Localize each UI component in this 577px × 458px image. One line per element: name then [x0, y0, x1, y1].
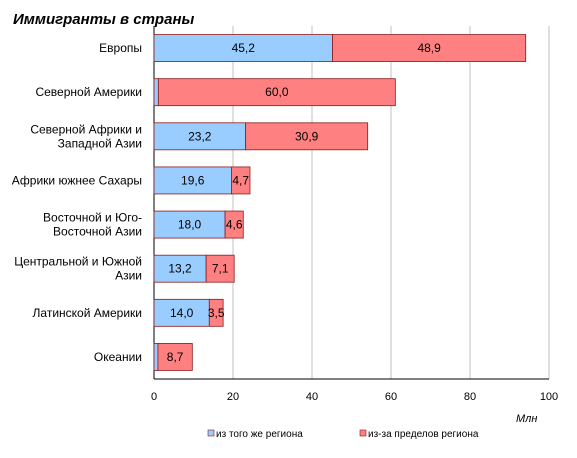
- data-label: 14,0: [170, 306, 194, 320]
- bar-same-region: [153, 78, 159, 107]
- data-label: 23,2: [188, 129, 212, 143]
- data-label: 19,6: [181, 173, 205, 187]
- data-label: 18,0: [178, 218, 202, 232]
- bar-same-region: [153, 34, 333, 62]
- data-label: 48,9: [417, 41, 441, 55]
- data-label: 3,5: [208, 306, 225, 320]
- x-tick-label: 0: [151, 391, 157, 403]
- bar-other-region: [224, 210, 244, 239]
- data-label: 4,7: [232, 173, 249, 187]
- category-label: Европы: [99, 41, 142, 55]
- x-unit-label: Млн: [516, 413, 537, 425]
- data-label: 8,7: [167, 350, 184, 364]
- category-label: Восточной и Юго-Восточной Азии: [43, 211, 142, 239]
- bar-other-region: [208, 298, 224, 327]
- category-label: Центральной и Южной Азии: [14, 255, 142, 283]
- x-tick-label: 20: [227, 391, 239, 403]
- bar-same-region: [153, 122, 247, 151]
- data-label: 60,0: [265, 85, 289, 99]
- chart-title: Иммигранты в страны: [13, 11, 195, 28]
- data-label: 30,9: [295, 129, 319, 143]
- legend-label: из-за пределов региона: [368, 429, 479, 440]
- category-label: Африки южнее Сахары: [12, 173, 142, 187]
- legend: из того же региона из-за пределов региона: [207, 429, 479, 440]
- bar-same-region: [153, 210, 226, 239]
- legend-swatch: [359, 429, 367, 437]
- x-tick-label: 100: [540, 391, 558, 403]
- bar-other-region: [245, 122, 369, 151]
- bar-other-region: [332, 34, 527, 62]
- data-label: 4,6: [226, 218, 243, 232]
- bar-other-region: [157, 343, 193, 371]
- plot-area: 0 20 40 60 80 100 Европы 45,2 48,9 Северной Амери…: [12, 26, 558, 403]
- category-label: Северной Африки и Западной Азии: [30, 122, 142, 150]
- bar-same-region: [153, 343, 159, 371]
- data-label: 13,2: [168, 262, 192, 276]
- category-label: Северной Америки: [35, 85, 142, 99]
- category-label: Латинской Америки: [33, 306, 142, 320]
- category-label: Океании: [94, 350, 142, 364]
- data-label: 45,2: [232, 41, 256, 55]
- bar-same-region: [153, 298, 210, 327]
- legend-label: из того же региона: [216, 429, 303, 440]
- bar-other-region: [205, 254, 235, 283]
- bar-other-region: [231, 166, 251, 195]
- legend-swatch: [207, 429, 215, 437]
- x-tick-label: 60: [385, 391, 397, 403]
- x-tick-label: 80: [464, 391, 476, 403]
- data-label: 7,1: [212, 262, 229, 276]
- bar-other-region: [157, 78, 396, 107]
- x-tick-label: 40: [306, 391, 318, 403]
- bar-same-region: [153, 166, 232, 195]
